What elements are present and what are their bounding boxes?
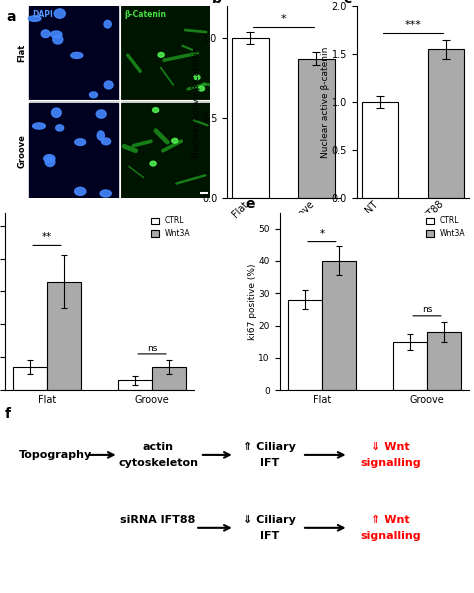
Text: DAPI: DAPI xyxy=(32,9,54,19)
Text: Flat: Flat xyxy=(17,44,26,62)
Ellipse shape xyxy=(53,35,63,44)
Text: ⇓ Wnt: ⇓ Wnt xyxy=(371,442,410,452)
Bar xyxy=(393,342,427,390)
Text: signalling: signalling xyxy=(360,531,420,541)
Ellipse shape xyxy=(96,110,106,118)
Ellipse shape xyxy=(41,30,50,37)
Ellipse shape xyxy=(45,157,55,167)
Text: f: f xyxy=(5,407,11,421)
Bar xyxy=(118,380,152,390)
Text: signalling: signalling xyxy=(360,458,420,468)
Ellipse shape xyxy=(172,138,178,143)
Bar xyxy=(298,59,335,198)
Legend: CTRL, Wnt3A: CTRL, Wnt3A xyxy=(426,216,465,238)
Bar xyxy=(13,367,47,390)
Ellipse shape xyxy=(150,161,156,166)
Y-axis label: Nuclear active β-catenin: Nuclear active β-catenin xyxy=(192,46,201,158)
Bar xyxy=(121,103,210,198)
Bar xyxy=(427,332,461,390)
Bar xyxy=(362,102,398,198)
Ellipse shape xyxy=(104,20,111,28)
Bar xyxy=(428,49,464,198)
Text: ns: ns xyxy=(147,343,157,353)
Bar xyxy=(152,367,186,390)
Text: β-Catenin: β-Catenin xyxy=(124,9,166,19)
Text: ***: *** xyxy=(405,20,421,30)
Ellipse shape xyxy=(75,139,86,145)
Ellipse shape xyxy=(199,86,204,91)
Bar xyxy=(232,38,269,198)
Ellipse shape xyxy=(54,9,65,18)
Ellipse shape xyxy=(71,52,83,59)
Text: *: * xyxy=(319,229,325,239)
Ellipse shape xyxy=(44,155,55,162)
Text: actin: actin xyxy=(143,442,173,452)
Y-axis label: Nuclear active β-catenin: Nuclear active β-catenin xyxy=(321,46,330,158)
Ellipse shape xyxy=(55,125,64,131)
Ellipse shape xyxy=(104,81,113,89)
Bar xyxy=(29,6,118,100)
Legend: CTRL, Wnt3A: CTRL, Wnt3A xyxy=(151,216,191,238)
Text: a: a xyxy=(7,9,16,24)
Text: b: b xyxy=(212,0,222,6)
Ellipse shape xyxy=(52,108,61,117)
Text: Groove: Groove xyxy=(17,133,26,167)
Text: ⇑ Ciliary: ⇑ Ciliary xyxy=(243,442,296,452)
Ellipse shape xyxy=(28,16,41,21)
Y-axis label: ki67 positive (%): ki67 positive (%) xyxy=(248,263,257,340)
Bar xyxy=(121,6,210,100)
Text: cytoskeleton: cytoskeleton xyxy=(118,458,198,468)
Text: IFT: IFT xyxy=(260,531,279,541)
Bar xyxy=(288,299,322,390)
Ellipse shape xyxy=(50,31,62,38)
Ellipse shape xyxy=(97,131,104,140)
Text: siRNA IFT88: siRNA IFT88 xyxy=(120,515,196,525)
Text: Topography: Topography xyxy=(19,450,92,460)
Text: c: c xyxy=(343,0,351,6)
Ellipse shape xyxy=(153,107,159,113)
Text: ns: ns xyxy=(422,305,432,314)
Bar xyxy=(47,282,81,390)
Ellipse shape xyxy=(101,138,110,145)
Ellipse shape xyxy=(158,52,164,58)
Text: IFT: IFT xyxy=(260,458,279,468)
Ellipse shape xyxy=(74,187,86,195)
Text: ⇓ Ciliary: ⇓ Ciliary xyxy=(243,515,296,525)
Ellipse shape xyxy=(90,92,98,98)
Text: **: ** xyxy=(42,232,52,242)
Ellipse shape xyxy=(33,123,46,129)
Text: *: * xyxy=(281,14,286,24)
Bar xyxy=(29,103,118,198)
Ellipse shape xyxy=(194,75,200,80)
Text: e: e xyxy=(246,197,255,211)
Text: ⇑ Wnt: ⇑ Wnt xyxy=(371,515,410,525)
Ellipse shape xyxy=(100,190,111,197)
Bar xyxy=(322,261,356,390)
